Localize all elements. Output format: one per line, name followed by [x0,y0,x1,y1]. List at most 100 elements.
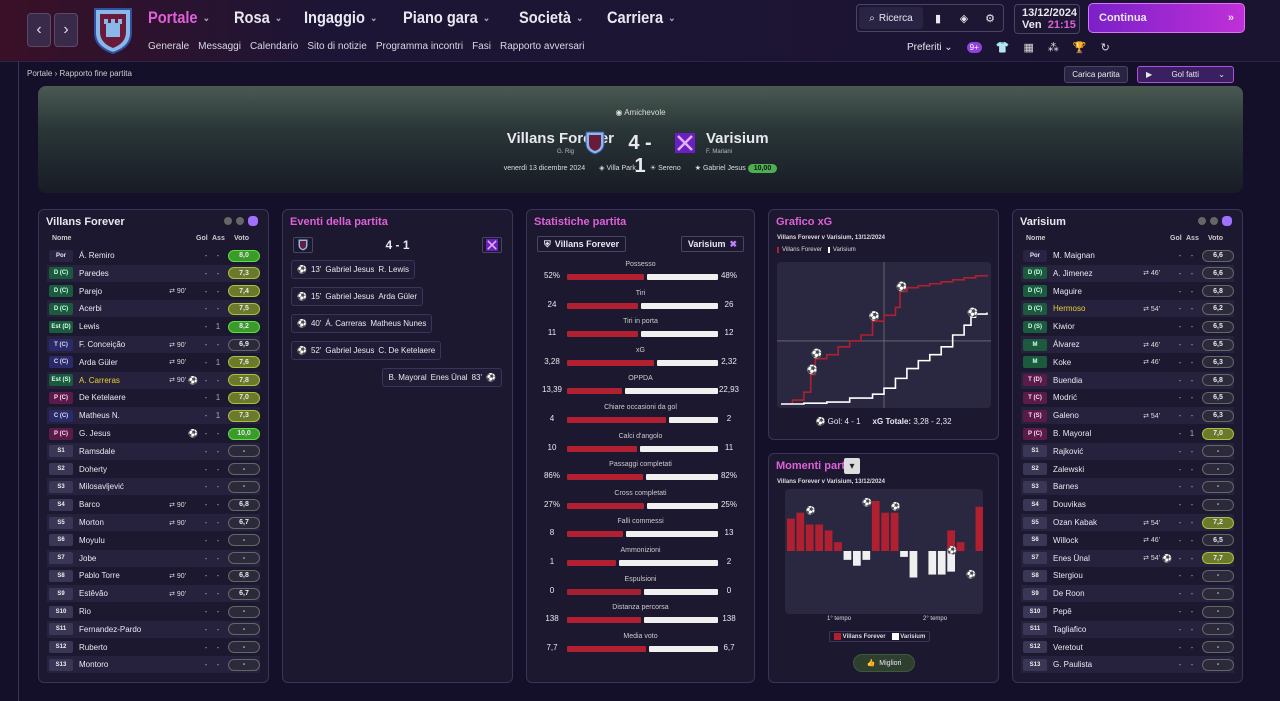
player-name[interactable]: Stergiou [1053,571,1083,581]
player-row[interactable]: S13 G. Paulista - - - [1021,656,1234,674]
player-name[interactable]: G. Paulista [1053,660,1093,670]
player-of-match[interactable]: ★ Gabriel Jesus 10,00 [695,164,778,173]
player-name[interactable]: Doherty [79,464,108,474]
continue-button[interactable]: Continua » [1088,3,1245,33]
player-row[interactable]: S3 Milosavljević - - - [47,478,260,496]
player-name[interactable]: Morton [79,518,104,527]
player-name[interactable]: Rajković [1053,446,1084,456]
player-name[interactable]: Á. Remiro [79,251,115,260]
player-row[interactable]: S5 Morton ⇄ 90' - -6,7 [47,514,260,531]
player-row[interactable]: S2 Doherty - - - [47,461,260,478]
date-box[interactable]: 13/12/2024 Ven 21:15 [1014,4,1080,34]
player-row[interactable]: S6 Moyulu - - - [47,532,260,549]
player-name[interactable]: A. Carreras [79,375,120,385]
player-row[interactable]: P (C) B. Mayoral -1 7,0 [1021,425,1234,442]
player-name[interactable]: Barnes [1053,482,1079,492]
notifications-badge[interactable]: 9+ [966,42,982,53]
player-name[interactable]: Zalewski [1053,464,1085,474]
player-name[interactable]: G. Jesus [79,429,111,438]
goal-event[interactable]: ⚽ 15' Gabriel Jesus Arda Güler [291,287,424,306]
player-name[interactable]: Montoro [79,660,109,670]
player-name[interactable]: Douvikas [1053,500,1086,510]
player-row[interactable]: Est (S) A. Carreras ⇄ 90' ⚽ - -7,8 [47,371,260,389]
player-row[interactable]: S8 Pablo Torre ⇄ 90' - -6,8 [47,567,260,584]
player-name[interactable]: Parejo [79,286,103,296]
player-row[interactable]: S9 Estêvão ⇄ 90' - -6,7 [47,585,260,603]
player-row[interactable]: S2 Zalewski - - - [1021,461,1234,478]
player-row[interactable]: S4 Douvikas - - - [1021,496,1234,513]
player-row[interactable]: S9 De Roon - - - [1021,585,1234,603]
player-name[interactable]: Estêvão [79,589,108,599]
player-row[interactable]: S3 Barnes - - - [1021,478,1234,496]
away-team-name[interactable]: Varisium [706,130,769,147]
best-moments-button[interactable]: 👍 Migliori [853,654,915,672]
player-name[interactable]: M. Maignan [1053,251,1095,260]
pager-dot-active[interactable] [1222,216,1232,226]
player-name[interactable]: Lewis [79,322,100,332]
player-name[interactable]: Willock [1053,535,1079,545]
player-name[interactable]: Paredes [79,268,109,278]
player-name[interactable]: Veretout [1053,642,1083,652]
menu-2[interactable]: Ingaggio ⌄ [304,8,377,28]
player-name[interactable]: Galeno [1053,411,1079,421]
submenu-item[interactable]: Calendario [249,41,299,52]
player-row[interactable]: T (C) F. Conceição ⇄ 90' - -6,9 [47,336,260,353]
player-name[interactable]: Álvarez [1053,340,1080,349]
breadcrumb-home[interactable]: Portale [27,69,53,78]
player-row[interactable]: Est (D) Lewis -1 8,2 [47,318,260,335]
player-name[interactable]: Buendia [1053,375,1083,385]
player-name[interactable]: Rio [79,607,92,616]
player-row[interactable]: S1 Ramsdale - - - [47,442,260,460]
player-row[interactable]: S12 Veretout - - - [1021,639,1234,656]
player-name[interactable]: Arda Güler [79,357,118,367]
player-name[interactable]: Ramsdale [79,446,116,456]
player-name[interactable]: De Roon [1053,589,1085,599]
player-name[interactable]: Ruberto [79,642,108,652]
player-name[interactable]: Pepê [1053,607,1072,616]
trophy-icon[interactable]: 🏆 [1072,42,1087,54]
player-row[interactable]: S1 Rajković - - - [1021,442,1234,460]
menu-3[interactable]: Piano gara ⌄ [403,8,490,28]
goals-dropdown[interactable]: ▶ Gol fatti ⌄ [1137,66,1234,83]
player-row[interactable]: S6 Willock ⇄ 46' - -6,5 [1021,532,1234,549]
player-row[interactable]: C (C) Arda Güler ⇄ 90' -1 7,6 [47,354,260,371]
menu-4[interactable]: Società ⌄ [519,8,583,28]
back-button[interactable]: ‹ [27,13,51,47]
player-row[interactable]: D (C) Maguire - -6,8 [1021,283,1234,300]
player-name[interactable]: Acerbi [79,304,102,314]
favorites-dropdown[interactable]: Preferiti ⌄ [907,42,953,53]
player-row[interactable]: S12 Ruberto - - - [47,639,260,656]
player-row[interactable]: S7 Enes Ünal ⇄ 54' ⚽ - -7,7 [1021,549,1234,567]
player-row[interactable]: T (S) Galeno ⇄ 54' - -6,3 [1021,407,1234,425]
player-row[interactable]: S13 Montoro - - - [47,656,260,674]
menu-1[interactable]: Rosa ⌄ [234,8,282,28]
player-name[interactable]: Moyulu [79,535,105,545]
panel-pager[interactable] [224,216,258,226]
player-name[interactable]: De Ketelaere [79,393,126,403]
player-row[interactable]: S11 Tagliafico - - - [1021,620,1234,638]
shield-icon[interactable]: ◈ [959,12,969,25]
goal-event[interactable]: ⚽ 52' Gabriel Jesus C. De Ketelaere [291,341,442,360]
player-name[interactable]: Fernandez-Pardo [79,624,142,634]
player-row[interactable]: D (C) Hermoso ⇄ 54' - -6,2 [1021,300,1234,318]
player-row[interactable]: M Koke ⇄ 46' - -6,3 [1021,354,1234,371]
player-row[interactable]: D (D) A. Jimenez ⇄ 46' - -6,6 [1021,264,1234,282]
tactics-icon[interactable]: ▦ [1023,42,1034,54]
club-crest-icon[interactable] [92,5,134,55]
menu-0[interactable]: Portale ⌄ [148,8,210,28]
player-row[interactable]: S5 Ozan Kabak ⇄ 54' - -7,2 [1021,514,1234,531]
menu-5[interactable]: Carriera ⌄ [607,8,675,28]
player-row[interactable]: S11 Fernandez-Pardo - - - [47,620,260,638]
submenu-item[interactable]: Rapporto avversari [499,41,585,52]
player-row[interactable]: D (C) Parejo ⇄ 90' - -7,4 [47,283,260,300]
player-name[interactable]: Modrić [1053,393,1078,403]
player-row[interactable]: C (C) Matheus N. -1 7,3 [47,407,260,425]
goal-event[interactable]: ⚽ 40' Á. Carreras Matheus Nunes [291,314,433,333]
player-name[interactable]: B. Mayoral [1053,429,1092,438]
player-row[interactable]: Por Á. Remiro - -8,0 [47,247,260,264]
player-row[interactable]: S8 Stergiou - - - [1021,567,1234,584]
pager-dot-active[interactable] [248,216,258,226]
player-row[interactable]: M Álvarez ⇄ 46' - -6,5 [1021,336,1234,353]
player-row[interactable]: D (S) Kiwior - -6,5 [1021,318,1234,335]
submenu-item[interactable]: Generale [148,41,190,52]
